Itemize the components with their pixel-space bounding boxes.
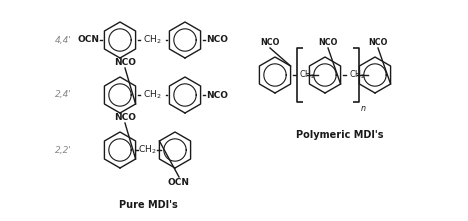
Text: NCO: NCO — [114, 58, 136, 67]
Text: 2,4': 2,4' — [55, 91, 72, 99]
Text: NCO: NCO — [318, 38, 338, 47]
Text: CH$_2$: CH$_2$ — [299, 69, 315, 81]
Text: Polymeric MDI's: Polymeric MDI's — [296, 130, 384, 140]
Text: n: n — [361, 104, 366, 113]
Text: NCO: NCO — [206, 91, 228, 99]
Text: OCN: OCN — [77, 36, 99, 44]
Text: NCO: NCO — [368, 38, 388, 47]
Text: Pure MDI's: Pure MDI's — [118, 200, 177, 210]
Text: NCO: NCO — [206, 36, 228, 44]
Text: 2,2': 2,2' — [55, 145, 72, 154]
Text: CH$_2$: CH$_2$ — [143, 34, 162, 46]
Text: CH$_2$: CH$_2$ — [349, 69, 366, 81]
Text: NCO: NCO — [114, 113, 136, 122]
Text: CH$_2$: CH$_2$ — [138, 144, 157, 156]
Text: 4,4': 4,4' — [55, 36, 72, 44]
Text: CH$_2$: CH$_2$ — [143, 89, 162, 101]
Text: OCN: OCN — [168, 178, 190, 187]
Text: NCO: NCO — [260, 38, 280, 47]
